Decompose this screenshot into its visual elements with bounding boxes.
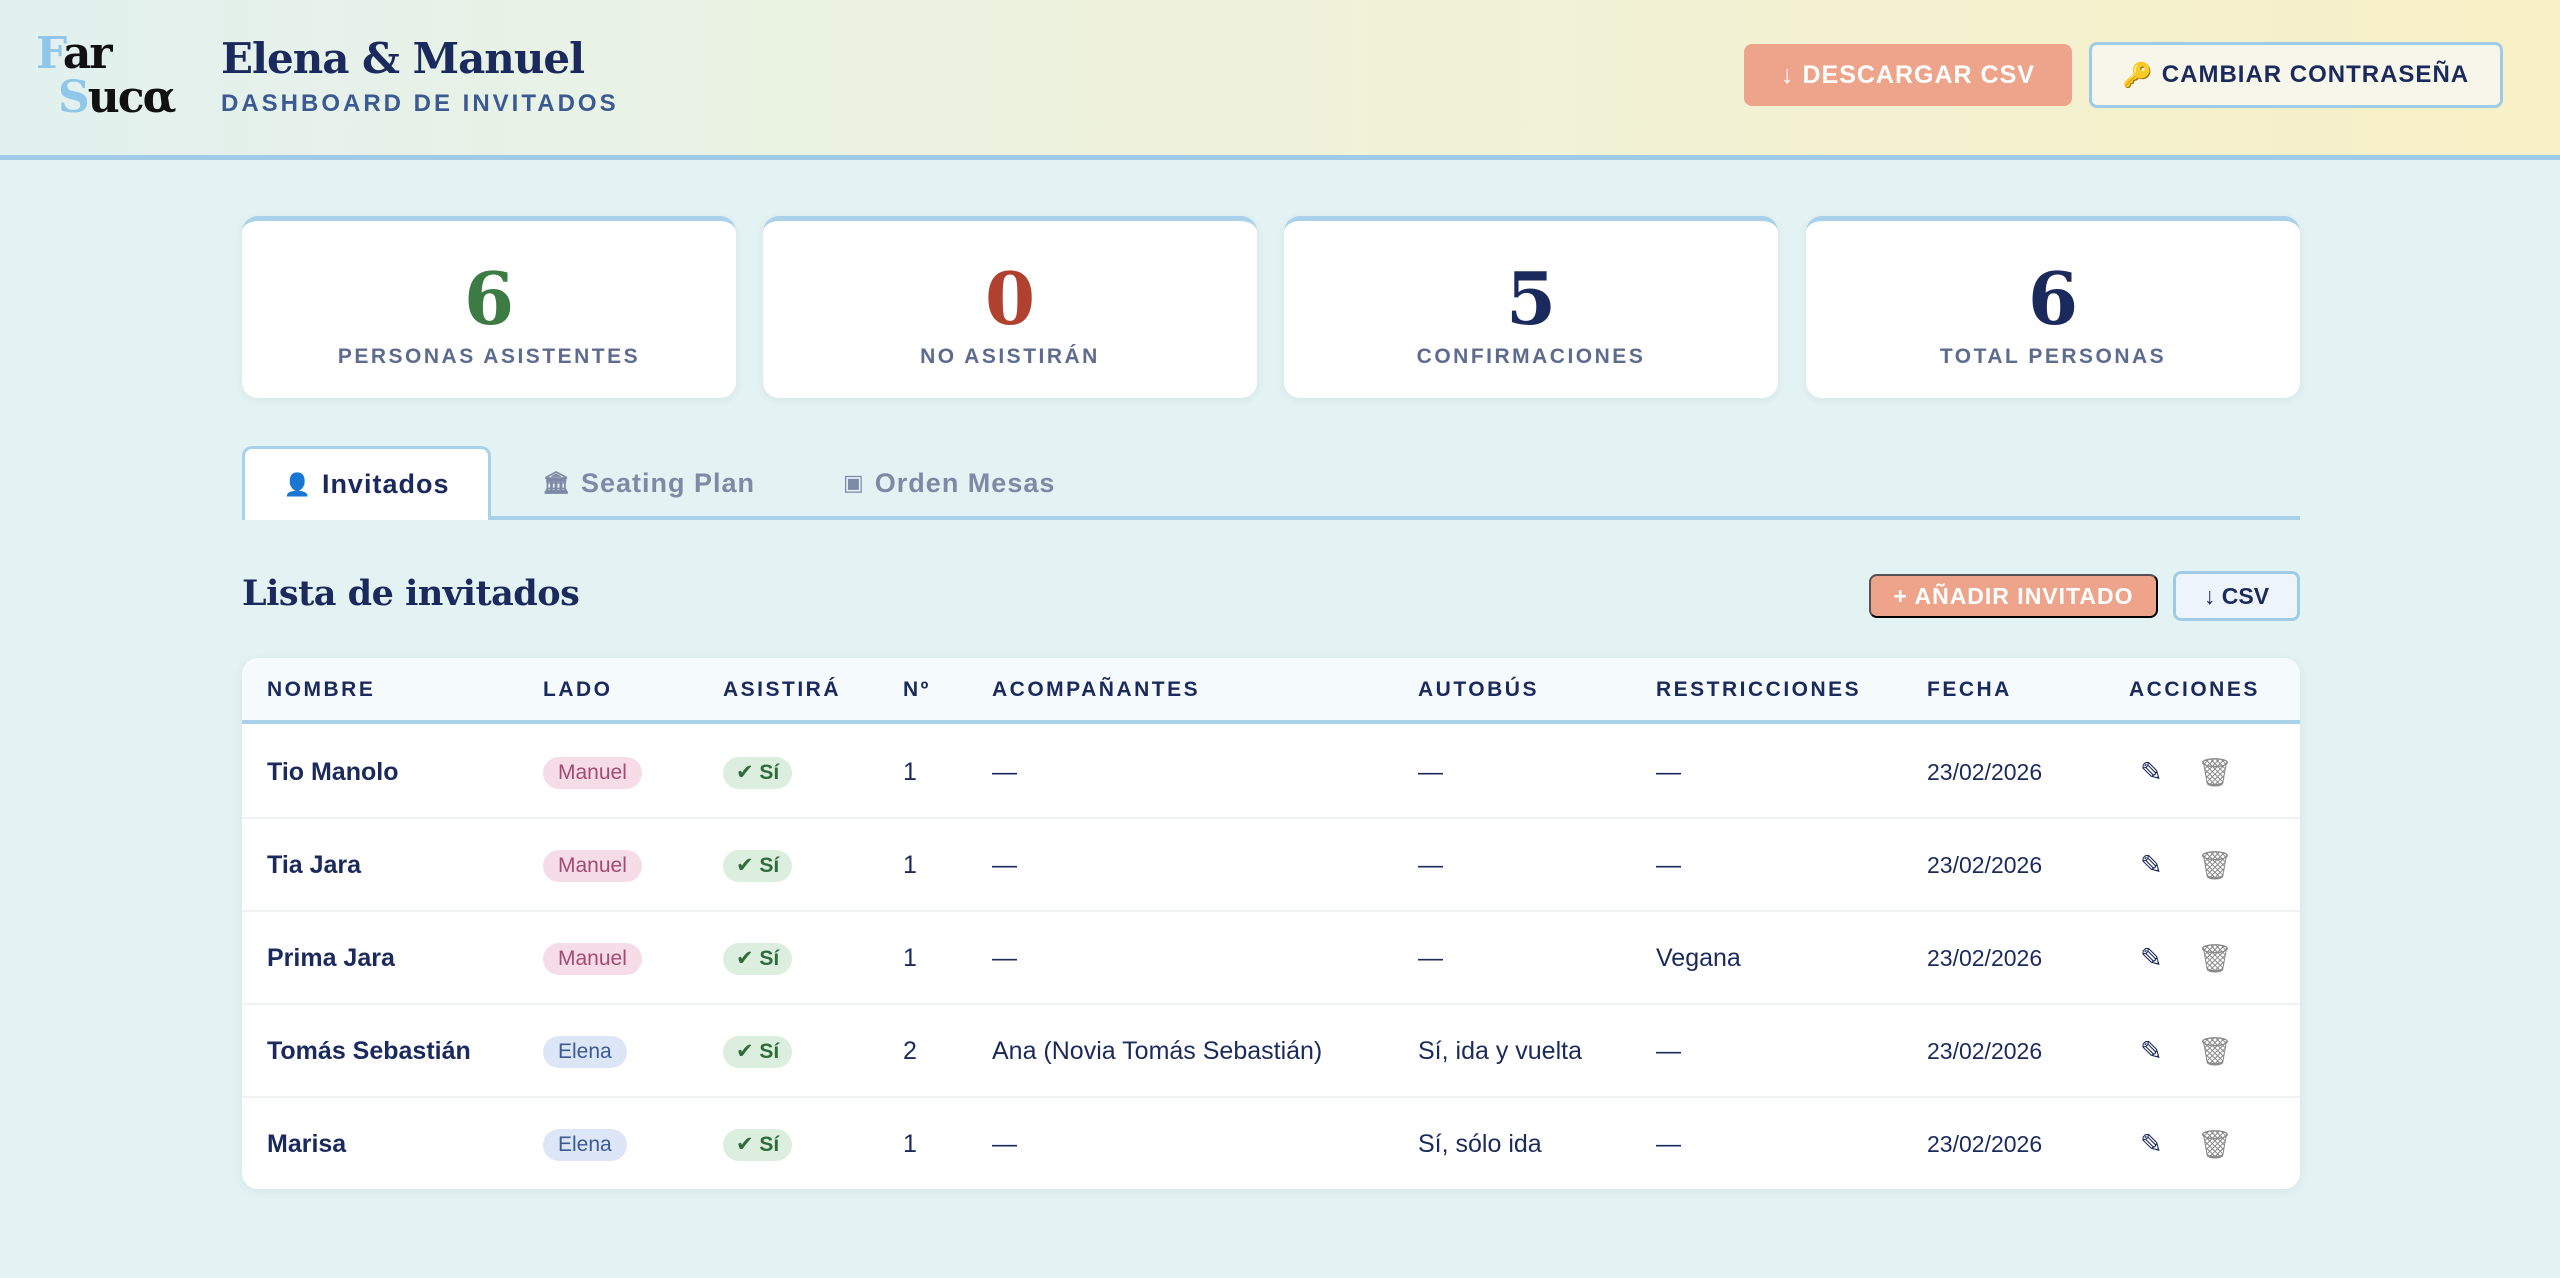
guest-count: 2 <box>903 1037 917 1065</box>
col-acciones: ACCIONES <box>2129 678 2260 701</box>
list-title: Lista de invitados <box>242 573 580 614</box>
col-asistira: ASISTIRÁ <box>723 678 842 701</box>
col-nombre: NOMBRE <box>267 678 376 701</box>
stat-card-confirmations: 5 CONFIRMACIONES <box>1284 216 1778 398</box>
tab-bar: 👤 Invitados 🏛 Seating Plan ▣ Orden Mesas <box>242 446 2300 520</box>
table-row: Marisa Elena ✔ Sí 1 — Sí, sólo ida — 23/… <box>242 1098 2300 1189</box>
col-numero: Nº <box>903 678 931 701</box>
logo: Far Sucα <box>36 28 176 123</box>
guest-name: Tia Jara <box>267 851 362 879</box>
guest-count: 1 <box>903 758 917 786</box>
stat-card-attending: 6 PERSONAS ASISTENTES <box>242 216 736 398</box>
person-icon: 👤 <box>283 471 312 497</box>
guest-table: NOMBRE LADO ASISTIRÁ Nº ACOMPAÑANTES AUT… <box>242 658 2300 1189</box>
stat-value: 5 <box>1505 256 1557 341</box>
col-restricciones: RESTRICCIONES <box>1656 678 1862 701</box>
table-icon: ▣ <box>843 470 865 495</box>
table-row: Tio Manolo Manuel ✔ Sí 1 — — — 23/02/202… <box>242 726 2300 819</box>
csv-button[interactable]: ↓ CSV <box>2173 571 2300 621</box>
attend-badge: ✔ Sí <box>723 1035 793 1068</box>
tab-seating-plan[interactable]: 🏛 Seating Plan <box>542 467 755 498</box>
bus: Sí, ida y vuelta <box>1418 1037 1582 1065</box>
side-badge: Manuel <box>543 756 642 789</box>
key-icon: 🔑 <box>2122 61 2154 89</box>
table-row: Prima Jara Manuel ✔ Sí 1 — — Vegana 23/0… <box>242 912 2300 1005</box>
guest-name: Prima Jara <box>267 944 395 972</box>
restrictions: — <box>1656 1130 1681 1158</box>
attend-badge: ✔ Sí <box>723 756 793 789</box>
bus: — <box>1418 851 1443 879</box>
stat-value: 0 <box>984 256 1036 341</box>
restrictions: — <box>1656 851 1681 879</box>
attend-badge: ✔ Sí <box>723 942 793 975</box>
edit-icon[interactable]: ✎ <box>2140 1036 2163 1066</box>
companions: — <box>992 851 1017 879</box>
tab-invitados[interactable]: 👤 Invitados <box>242 446 491 520</box>
download-csv-button[interactable]: ↓ DESCARGAR CSV <box>1744 44 2072 106</box>
restrictions: Vegana <box>1656 944 1741 972</box>
restrictions: — <box>1656 1037 1681 1065</box>
guest-count: 1 <box>903 1130 917 1158</box>
building-icon: 🏛 <box>542 470 571 495</box>
edit-icon[interactable]: ✎ <box>2140 943 2163 973</box>
dashboard-subtitle: DASHBOARD DE INVITADOS <box>221 90 619 117</box>
companions: — <box>992 758 1017 786</box>
companions: — <box>992 944 1017 972</box>
companions: Ana (Novia Tomás Sebastián) <box>992 1037 1323 1065</box>
stat-label: CONFIRMACIONES <box>1416 345 1646 368</box>
side-badge: Manuel <box>543 942 642 975</box>
edit-icon[interactable]: ✎ <box>2140 850 2163 880</box>
col-lado: LADO <box>543 678 613 701</box>
attend-badge: ✔ Sí <box>723 1128 793 1161</box>
date: 23/02/2026 <box>1927 1131 2043 1157</box>
date: 23/02/2026 <box>1927 759 2043 785</box>
stat-card-total: 6 TOTAL PERSONAS <box>1806 216 2300 398</box>
attend-badge: ✔ Sí <box>723 849 793 882</box>
guest-name: Tomás Sebastián <box>267 1037 471 1065</box>
table-row: Tia Jara Manuel ✔ Sí 1 — — — 23/02/2026 … <box>242 819 2300 912</box>
bus: — <box>1418 944 1443 972</box>
guest-count: 1 <box>903 944 917 972</box>
trash-icon[interactable]: 🗑 <box>2197 757 2233 788</box>
stat-value: 6 <box>2027 256 2079 341</box>
edit-icon[interactable]: ✎ <box>2140 1129 2163 1159</box>
side-badge: Elena <box>543 1128 627 1161</box>
top-header: Far Sucα Elena & Manuel DASHBOARD DE INV… <box>0 0 2560 160</box>
trash-icon[interactable]: 🗑 <box>2197 943 2233 974</box>
col-autobus: AUTOBÚS <box>1418 678 1539 701</box>
tab-orden-mesas[interactable]: ▣ Orden Mesas <box>843 467 1056 498</box>
stat-label: PERSONAS ASISTENTES <box>337 345 641 368</box>
trash-icon[interactable]: 🗑 <box>2197 1129 2233 1160</box>
change-password-button[interactable]: 🔑 CAMBIAR CONTRASEÑA <box>2089 42 2503 108</box>
table-header: NOMBRE LADO ASISTIRÁ Nº ACOMPAÑANTES AUT… <box>242 658 2300 724</box>
date: 23/02/2026 <box>1927 945 2043 971</box>
edit-icon[interactable]: ✎ <box>2140 757 2163 787</box>
side-badge: Manuel <box>543 849 642 882</box>
couple-title: Elena & Manuel <box>221 34 585 83</box>
stat-label: NO ASISTIRÁN <box>920 345 1100 368</box>
col-acompanantes: ACOMPAÑANTES <box>992 678 1201 701</box>
stat-card-not-attending: 0 NO ASISTIRÁN <box>763 216 1257 398</box>
companions: — <box>992 1130 1017 1158</box>
trash-icon[interactable]: 🗑 <box>2197 850 2233 881</box>
side-badge: Elena <box>543 1035 627 1068</box>
date: 23/02/2026 <box>1927 852 2043 878</box>
guest-name: Marisa <box>267 1130 347 1158</box>
trash-icon[interactable]: 🗑 <box>2197 1036 2233 1067</box>
guest-name: Tio Manolo <box>267 758 399 786</box>
bus: — <box>1418 758 1443 786</box>
restrictions: — <box>1656 758 1681 786</box>
date: 23/02/2026 <box>1927 1038 2043 1064</box>
bus: Sí, sólo ida <box>1418 1130 1542 1158</box>
table-row: Tomás Sebastián Elena ✔ Sí 2 Ana (Novia … <box>242 1005 2300 1098</box>
add-guest-button[interactable]: + AÑADIR INVITADO <box>1869 574 2158 618</box>
col-fecha: FECHA <box>1927 678 2012 701</box>
stat-label: TOTAL PERSONAS <box>1939 345 2167 368</box>
stat-value: 6 <box>463 256 515 341</box>
guest-count: 1 <box>903 851 917 879</box>
